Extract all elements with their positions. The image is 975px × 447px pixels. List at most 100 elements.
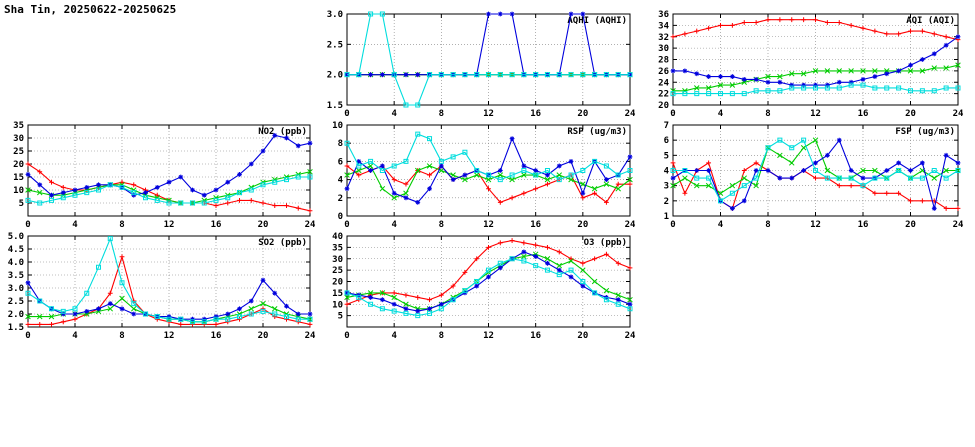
plot-frame — [346, 235, 631, 328]
y-tick-label: 24 — [658, 78, 669, 88]
series-markers-cyan — [670, 82, 961, 97]
y-tick-label: 3.0 — [327, 10, 343, 20]
page-title: Sha Tin, 20250622-20250625 — [4, 3, 177, 16]
y-tick-label: 4 — [338, 176, 344, 186]
y-tick-label: 30 — [332, 255, 343, 265]
x-tick-label: 16 — [211, 331, 222, 341]
y-tick-label: 25 — [332, 266, 343, 276]
x-tick-label: 20 — [905, 109, 916, 119]
x-tick-label: 8 — [765, 109, 770, 119]
y-tick-label: 36 — [658, 10, 669, 20]
y-tick-label: 3 — [664, 182, 669, 192]
x-tick-label: 12 — [483, 109, 494, 119]
chart-title-aqhi: AQHI (AQHI) — [567, 16, 627, 26]
x-tick-label: 24 — [953, 220, 964, 230]
x-tick-label: 24 — [953, 109, 964, 119]
x-tick-label: 20 — [905, 220, 916, 230]
y-tick-label: 10 — [332, 300, 343, 310]
series-line-cyan — [27, 236, 310, 323]
x-tick-label: 12 — [164, 220, 175, 230]
x-tick-label: 20 — [258, 220, 269, 230]
series-markers-blue — [670, 34, 961, 88]
chart-title-rsp: RSP (ug/m3) — [567, 127, 627, 137]
y-tick-label: 34 — [658, 21, 669, 31]
x-tick-label: 24 — [625, 220, 636, 230]
x-tick-label: 24 — [625, 109, 636, 119]
y-tick-label: 6 — [664, 136, 669, 146]
series-line-blue — [27, 134, 311, 196]
series-markers-blue — [670, 137, 961, 211]
x-tick-label: 20 — [577, 220, 588, 230]
x-tick-label: 24 — [625, 331, 636, 341]
y-tick-label: 5 — [19, 199, 24, 209]
chart-title-o3: O3 (ppb) — [584, 238, 627, 248]
y-tick-label: 1.5 — [8, 323, 24, 333]
x-tick-label: 16 — [858, 109, 869, 119]
y-tick-label: 2 — [338, 194, 343, 204]
x-tick-label: 12 — [483, 220, 494, 230]
y-tick-label: 10 — [13, 186, 24, 196]
y-tick-label: 25 — [13, 147, 24, 157]
series-line-red — [346, 165, 630, 204]
x-tick-label: 8 — [439, 109, 444, 119]
y-tick-label: 1.5 — [327, 101, 343, 111]
x-tick-label: 8 — [119, 220, 124, 230]
chart-title-so2: SO2 (ppb) — [258, 238, 307, 248]
y-tick-label: 40 — [332, 232, 343, 242]
y-tick-label: 2.5 — [327, 40, 343, 50]
y-tick-label: 28 — [658, 56, 669, 66]
series-line-cyan — [346, 133, 631, 181]
series-line-cyan — [673, 139, 959, 202]
y-tick-label: 20 — [13, 160, 24, 170]
series-line-cyan — [673, 84, 958, 95]
x-tick-label: 4 — [391, 220, 397, 230]
x-tick-label: 0 — [344, 331, 349, 341]
y-tick-label: 3.0 — [8, 284, 24, 294]
y-tick-label: 30 — [13, 134, 24, 144]
x-tick-label: 0 — [670, 109, 675, 119]
x-tick-label: 24 — [305, 331, 316, 341]
y-tick-label: 1 — [664, 212, 669, 222]
y-tick-label: 20 — [658, 101, 669, 111]
x-tick-label: 12 — [810, 220, 821, 230]
y-tick-label: 32 — [658, 33, 669, 43]
x-tick-label: 20 — [577, 331, 588, 341]
chart-title-fsp: FSP (ug/m3) — [895, 127, 955, 137]
x-tick-label: 8 — [765, 220, 770, 230]
y-tick-label: 30 — [658, 44, 669, 54]
series-markers-cyan — [344, 131, 633, 183]
x-tick-label: 12 — [164, 331, 175, 341]
y-tick-label: 2.0 — [8, 310, 24, 320]
x-tick-label: 4 — [718, 220, 724, 230]
x-tick-label: 4 — [718, 109, 724, 119]
series-markers-red — [670, 17, 961, 42]
y-tick-label: 5 — [664, 151, 669, 161]
chart-aqhi: 1.5 2.0 2.5 3.0 0 4 8 12 16 20 24 AQHI (AQHI) — [327, 10, 636, 119]
chart-so2: 1.5 2.0 2.5 3.0 3.5 4.0 4.5 5.0 0 4 8 12 16 20 24 SO2 (… — [8, 232, 316, 341]
x-tick-label: 16 — [211, 220, 222, 230]
y-tick-label: 5 — [338, 312, 343, 322]
x-tick-label: 0 — [344, 220, 349, 230]
x-tick-label: 24 — [305, 220, 316, 230]
x-tick-label: 0 — [344, 109, 349, 119]
x-tick-label: 0 — [25, 220, 30, 230]
y-tick-label: 26 — [658, 67, 669, 77]
series-markers-cyan — [344, 11, 633, 108]
y-tick-label: 6 — [338, 157, 343, 167]
x-tick-label: 16 — [530, 220, 541, 230]
series-markers-cyan — [344, 256, 633, 319]
y-tick-label: 4.0 — [8, 258, 24, 268]
chart-title-aqi: AQI (AQI) — [906, 16, 955, 26]
x-tick-label: 8 — [439, 331, 444, 341]
y-tick-label: 7 — [664, 121, 669, 131]
x-tick-label: 12 — [810, 109, 821, 119]
y-tick-label: 4.5 — [8, 245, 24, 255]
y-tick-label: 2.0 — [327, 71, 343, 81]
plot-frame — [672, 13, 959, 106]
x-tick-label: 16 — [530, 109, 541, 119]
y-tick-label: 35 — [13, 121, 24, 131]
series-markers-red — [344, 163, 633, 205]
